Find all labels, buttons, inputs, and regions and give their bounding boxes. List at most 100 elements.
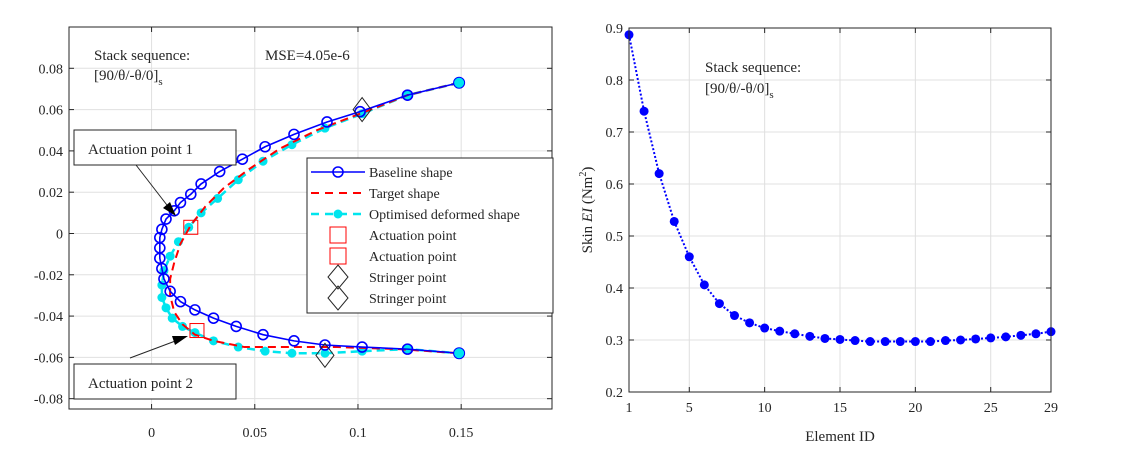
baseline-shape-point <box>288 128 300 141</box>
left-stack-seq: [90/θ/-θ/0]s <box>94 68 163 88</box>
left-y-tick-label: -0.06 <box>34 351 63 366</box>
ylabel-prefix: Skin <box>580 222 596 253</box>
legend-label: Target shape <box>369 187 440 202</box>
stringer-point-marker <box>352 96 372 123</box>
right-stack-seq-sub: s <box>769 89 773 101</box>
legend-item: Stringer point <box>327 264 446 290</box>
legend-label: Stringer point <box>369 292 446 307</box>
optimised-shape-point <box>157 280 167 290</box>
optimised-shape-point <box>320 348 330 358</box>
baseline-shape-point <box>401 89 414 101</box>
right-ticks: 1 5 10 15 20 25 290.20.30.40.50.60.70.80.9 <box>606 22 1059 416</box>
baseline-shape-point <box>195 178 207 190</box>
optimised-shape-point <box>260 346 270 356</box>
legend-item: Optimised deformed shape <box>311 208 520 223</box>
right-series <box>624 30 1056 347</box>
target-shape-line <box>169 81 460 355</box>
skin-ei-point <box>956 335 966 345</box>
right-y-tick-label: 0.3 <box>606 334 624 349</box>
mse-label: MSE=4.05e-6 <box>265 48 350 64</box>
skin-ei-point <box>895 337 905 347</box>
right-x-tick-label: 20 <box>908 401 922 416</box>
baseline-shape-point <box>401 343 414 355</box>
right-y-tick-label: 0.2 <box>606 386 624 401</box>
ylabel-close: ) <box>580 167 596 172</box>
left-y-tick-label: 0.02 <box>39 186 64 201</box>
baseline-shape-point <box>160 213 172 225</box>
skin-ei-point <box>684 252 694 262</box>
baseline-shape-point <box>189 304 201 316</box>
right-x-tick-label: 29 <box>1044 401 1058 416</box>
right-ylabel: Skin EI (Nm2) <box>578 167 596 254</box>
legend-label: Optimised deformed shape <box>369 208 520 223</box>
shape-chart: 0 0.05 0.1 0.15 -0.08 -0.06 -0.04 -0.02 0 0.02 0.0… <box>34 26 554 441</box>
right-y-tick-label: 0.4 <box>606 282 624 297</box>
left-x-tick-label: 0.05 <box>243 426 268 441</box>
left-y-tick-label: 0.08 <box>39 62 64 77</box>
baseline-shape-point <box>158 273 170 285</box>
legend-optimised-marker <box>333 209 343 219</box>
baseline-shape-point <box>230 320 242 333</box>
skin-ei-point <box>745 318 755 328</box>
skin-ei-point <box>714 299 724 309</box>
skin-ei-point <box>1016 330 1026 340</box>
right-xlabel: Element ID <box>805 429 875 445</box>
ylabel-sup: 2 <box>578 172 589 177</box>
left-x-tick-label: 0 <box>148 426 155 441</box>
optimised-shape-point <box>287 348 297 358</box>
skin-ei-point <box>986 333 996 343</box>
optimised-shape-point <box>165 251 175 261</box>
left-x-tick-label: 0.15 <box>449 426 474 441</box>
legend-stringer-marker <box>327 264 349 290</box>
optimised-shape-point <box>208 336 218 346</box>
skin-ei-point <box>850 336 860 346</box>
right-stack-label: Stack sequence: <box>705 60 801 76</box>
skin-ei-point <box>835 334 845 344</box>
skin-ei-point <box>790 329 800 339</box>
left-stack-seq-sub: s <box>158 76 162 88</box>
skin-ei-point <box>730 311 739 321</box>
baseline-shape-point <box>356 341 368 353</box>
skin-ei-point <box>699 280 709 290</box>
right-x-tick-label: 25 <box>984 401 998 416</box>
ylabel-unit: (Nm <box>580 176 596 208</box>
legend-item: Stringer point <box>327 285 446 311</box>
actuation-2-arrowhead <box>172 336 188 345</box>
left-y-tick-label: 0.06 <box>39 104 64 119</box>
right-y-tick-label: 0.6 <box>606 178 624 193</box>
optimised-shape-point <box>233 342 243 352</box>
optimised-shape-point <box>157 292 167 302</box>
baseline-shape-point <box>288 335 300 347</box>
legend-label: Stringer point <box>369 271 446 286</box>
legend-item: Baseline shape <box>311 166 453 181</box>
legend-actuation-marker <box>329 247 347 265</box>
optimised-shape-point <box>320 123 330 133</box>
legend-label: Baseline shape <box>369 166 453 181</box>
skin-ei-point <box>865 337 875 347</box>
baseline-shape-point <box>213 165 226 178</box>
skin-ei-point <box>654 169 664 179</box>
skin-ei-point <box>760 323 770 333</box>
optimised-shape-point <box>167 313 177 323</box>
baseline-shape-point <box>236 153 249 165</box>
skin-ei-point <box>880 337 890 347</box>
legend-item: Actuation point <box>329 226 457 244</box>
shape-endpoint <box>453 76 466 89</box>
left-legend: Baseline shape Target shape Optimised defo… <box>306 157 554 314</box>
actuation-2-box <box>73 363 237 400</box>
left-stack-seq-main: [90/θ/-θ/0] <box>94 68 158 84</box>
legend-baseline-marker <box>332 166 344 178</box>
left-stack-label: Stack sequence: <box>94 48 190 64</box>
right-y-tick-label: 0.9 <box>606 22 624 37</box>
left-y-tick-label: -0.02 <box>34 269 63 284</box>
actuation-point-marker <box>183 219 199 235</box>
left-x-tick-label: 0.1 <box>349 426 367 441</box>
legend-item: Target shape <box>311 187 440 202</box>
baseline-shape-point <box>184 188 197 201</box>
legend-item: Actuation point <box>329 247 457 265</box>
right-y-tick-label: 0.7 <box>606 126 624 141</box>
optimised-shape-point <box>233 175 243 185</box>
legend-label: Actuation point <box>369 250 457 265</box>
left-y-tick-label: -0.04 <box>34 310 63 325</box>
